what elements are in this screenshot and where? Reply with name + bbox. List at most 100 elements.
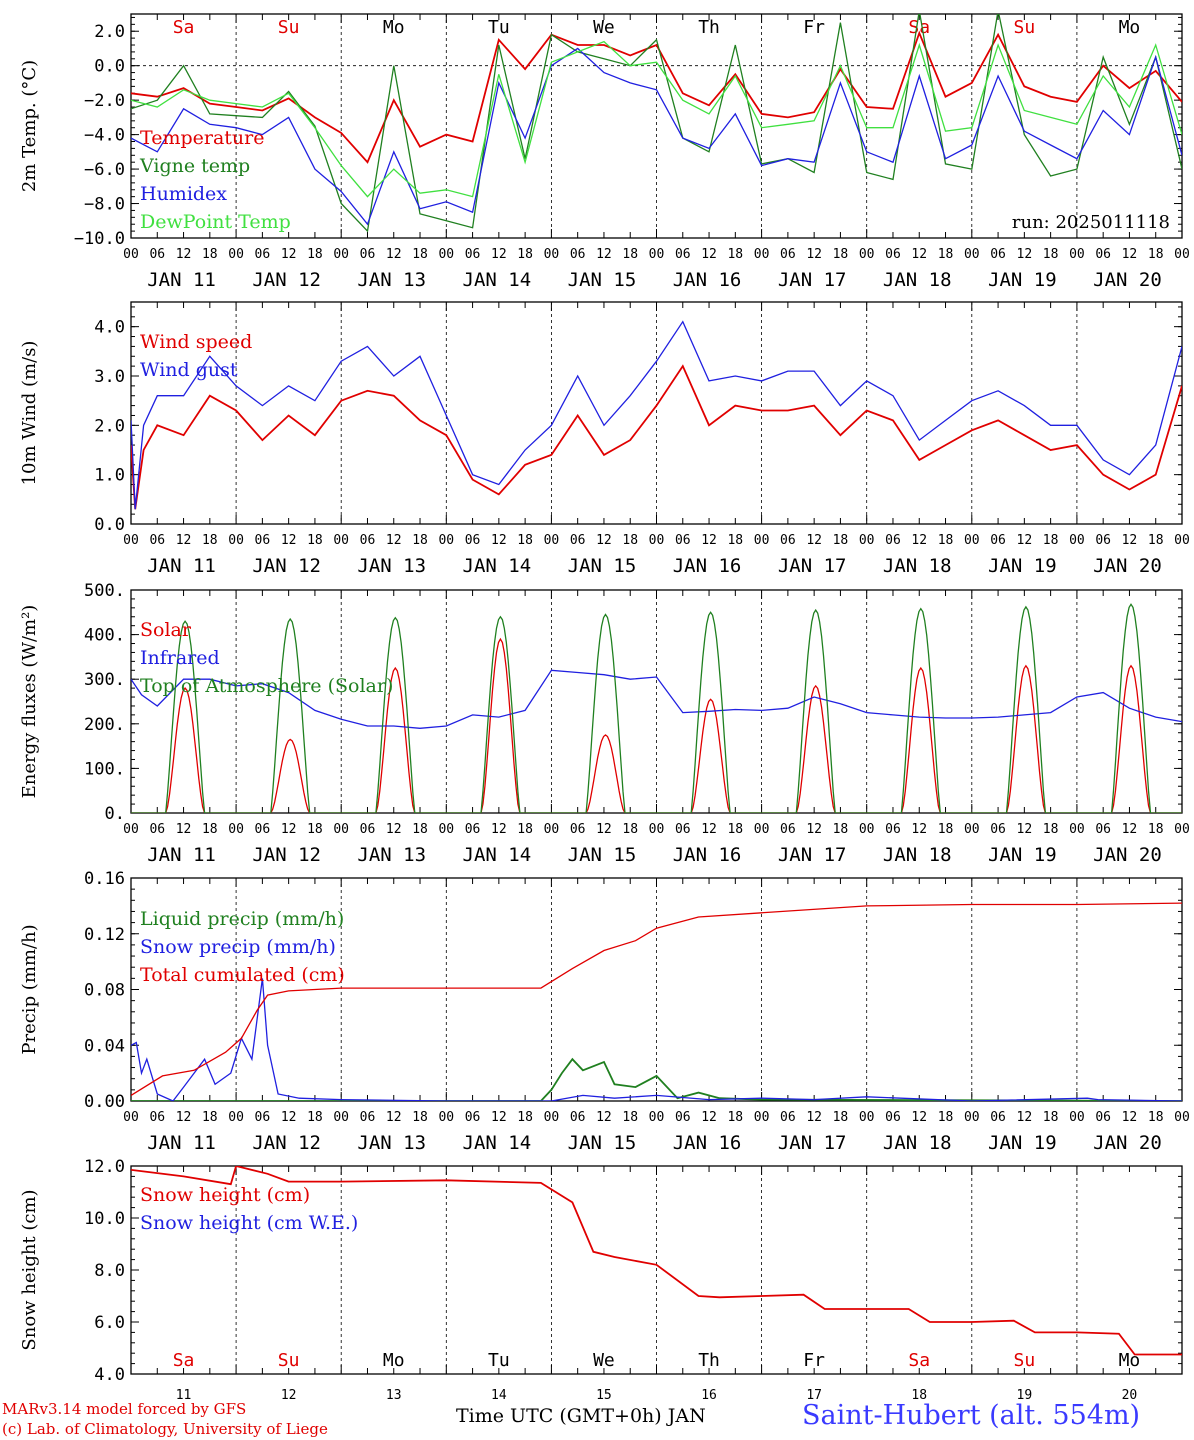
date-label: JAN 16 [673,269,742,291]
hour-tick-label: 00 [964,533,980,548]
panel-1: 2.0 0.0 −2.0 −4.0 −6.0 −8.0 −10.0 2m Temp. (°C)… [19,13,1190,291]
hour-tick-label: 06 [885,822,901,837]
hour-tick-label: 18 [938,533,954,548]
hour-tick-label: 12 [491,822,507,837]
y-axis-label: Precip (mm/h) [19,924,40,1054]
date-label: JAN 11 [147,844,216,866]
hour-tick-label: 18 [727,822,743,837]
day-name-label: Su [278,17,300,38]
hour-tick-label: 00 [1174,247,1190,262]
y-tick-label: 500. [84,581,125,601]
date-label: JAN 11 [147,1132,216,1154]
date-label: JAN 16 [673,1132,742,1154]
day-name-label: Fr [803,1350,825,1371]
hour-tick-label: 06 [780,822,796,837]
day-name-label: Th [698,1350,720,1371]
series-line-wind-gust [131,320,1182,510]
date-label: JAN 16 [673,844,742,866]
panel-4: 0.16 0.12 0.08 0.04 0.00 Precip (mm/h) 00 06 12 1… [19,869,1190,1154]
hour-tick-label: 06 [675,247,691,262]
y-tick-label: 8.0 [94,1261,125,1281]
hour-tick-label: 12 [1122,533,1138,548]
day-name-label: Sa [908,1350,930,1371]
hour-tick-label: 00 [754,247,770,262]
legend-entry: Wind gust [140,359,238,381]
y-tick-label: 2.0 [94,22,125,42]
date-label: JAN 19 [988,844,1057,866]
hour-tick-label: 06 [990,247,1006,262]
date-label: JAN 17 [778,1132,847,1154]
hour-tick-label: 12 [491,247,507,262]
hour-tick-label: 00 [544,533,560,548]
date-label: JAN 17 [778,555,847,577]
y-tick-label: 0.0 [94,515,125,535]
run-annotation: run: 2025011118 [1012,212,1170,233]
hour-tick-label: 18 [1043,247,1059,262]
hour-tick-label: 00 [1069,533,1085,548]
hour-tick-label: 06 [360,533,376,548]
hour-tick-label: 18 [412,1110,428,1125]
hour-tick-label: 00 [859,1110,875,1125]
hour-tick-label: 06 [570,822,586,837]
hour-tick-label: 00 [1174,822,1190,837]
date-label: JAN 14 [463,844,532,866]
hour-tick-label: 18 [622,822,638,837]
hour-tick-label: 06 [255,247,271,262]
date-label: JAN 18 [883,844,952,866]
legend-entry: Top of Atmosphere (Solar) [140,675,393,697]
hour-tick-label: 06 [360,1110,376,1125]
hour-tick-label: 06 [885,1110,901,1125]
hour-tick-label: 00 [859,533,875,548]
hour-tick-label: 00 [544,247,560,262]
y-tick-label: 300. [84,670,125,690]
hour-tick-label: 00 [123,1110,139,1125]
y-tick-label: 4.0 [94,1365,125,1385]
hour-tick-label: 12 [281,247,297,262]
hour-tick-label: 06 [570,533,586,548]
hour-tick-label: 06 [675,822,691,837]
y-tick-label: 0.0 [94,57,125,77]
hour-tick-label: 00 [964,1110,980,1125]
hour-tick-label: 18 [202,247,218,262]
hour-tick-label: 12 [281,1110,297,1125]
legend-entry: Total cumulated (cm) [140,964,345,986]
date-label: JAN 11 [147,269,216,291]
series-line-total-cumulated-cm- [131,902,1182,1096]
hour-tick-label: 12 [176,1110,192,1125]
hour-tick-label: 12 [701,247,717,262]
panel-5: 12.0 10.0 8.0 6.0 4.0 Snow height (cm) 11 12 13 1… [19,1157,1183,1403]
legend-entry: Vigne temp [139,155,250,177]
y-tick-label: 0.16 [84,869,125,889]
hour-tick-label: 18 [202,533,218,548]
hour-tick-label: 12 [911,1110,927,1125]
hour-tick-label: 12 [1017,1110,1033,1125]
hour-tick-label: 18 [412,822,428,837]
hour-tick-label: 18 [938,1110,954,1125]
date-label: JAN 20 [1093,844,1162,866]
hour-tick-label: 06 [780,1110,796,1125]
hour-tick-label: 18 [307,822,323,837]
series-line-solar [131,637,1182,813]
hour-tick-label: 12 [1122,247,1138,262]
y-tick-label: 10.0 [84,1209,125,1229]
hour-tick-label: 06 [780,533,796,548]
hour-tick-label: 06 [1095,533,1111,548]
y-axis-label: Energy fluxes (W/m²) [19,605,40,799]
hour-tick-label: 12 [806,247,822,262]
hour-tick-label: 06 [780,247,796,262]
date-label: JAN 11 [147,555,216,577]
hour-tick-label: 00 [1069,1110,1085,1125]
date-label: JAN 20 [1093,1132,1162,1154]
date-label: JAN 15 [568,1132,637,1154]
hour-tick-label: 00 [544,1110,560,1125]
hour-tick-label: 12 [1122,822,1138,837]
hour-tick-label: 06 [990,1110,1006,1125]
hour-tick-label: 18 [307,247,323,262]
date-label: JAN 20 [1093,269,1162,291]
day-name-label: Su [1014,17,1036,38]
hour-tick-label: 00 [333,822,349,837]
date-label: JAN 12 [252,844,321,866]
hour-tick-label: 12 [281,533,297,548]
date-label: JAN 19 [988,555,1057,577]
hour-tick-label: 06 [149,533,165,548]
